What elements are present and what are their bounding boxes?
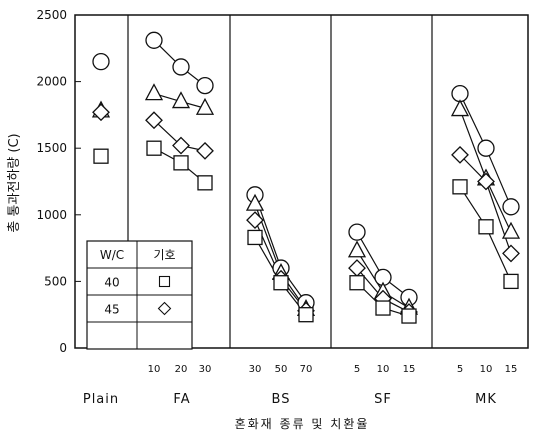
- data-point-triangle: [501, 221, 521, 239]
- y-tick-label: 500: [44, 274, 67, 288]
- x-tick-label: 30: [199, 364, 212, 375]
- data-point-circle: [92, 52, 110, 71]
- data-point-triangle: [450, 99, 470, 117]
- data-point-square: [247, 229, 263, 246]
- group-label-bs: BS: [272, 392, 291, 407]
- data-point-triangle: [245, 193, 265, 211]
- data-point-triangle: [144, 83, 164, 101]
- y-tick-label: 2000: [36, 75, 67, 89]
- data-point-circle: [502, 198, 520, 216]
- data-point-diamond: [145, 111, 163, 130]
- legend-header-wc: W/C: [100, 248, 124, 262]
- data-point-diamond: [451, 145, 469, 164]
- data-point-square: [93, 148, 109, 164]
- legend-table: W/C 기호 40 45: [86, 240, 193, 350]
- data-point-square: [173, 155, 189, 171]
- x-tick-label: 10: [480, 364, 493, 375]
- x-tick-label: 15: [403, 364, 416, 375]
- legend-header-symbol: 기호: [153, 248, 175, 262]
- data-point-circle: [477, 139, 495, 157]
- y-tick-label: 0: [59, 341, 67, 355]
- data-point-diamond: [348, 259, 366, 277]
- plot-frame: [74, 14, 529, 349]
- legend-row-label: 45: [104, 303, 119, 317]
- data-point-square: [401, 308, 417, 324]
- group-label-mk: MK: [475, 392, 497, 407]
- data-point-square: [273, 275, 289, 291]
- plot-border: [74, 14, 529, 349]
- data-point-square: [375, 300, 391, 316]
- data-point-diamond: [502, 244, 520, 263]
- data-point-square: [349, 275, 365, 291]
- data-point-triangle: [347, 240, 367, 258]
- data-point-circle: [172, 58, 190, 76]
- group-label-sf: SF: [374, 392, 392, 407]
- data-point-square: [298, 307, 314, 323]
- y-tick-label: 2500: [36, 8, 67, 22]
- legend-diamond-icon: [157, 301, 172, 316]
- legend-square-icon: [158, 275, 171, 288]
- x-tick-label: 5: [354, 364, 360, 375]
- y-tick-label: 1500: [36, 141, 67, 155]
- data-point-square: [478, 219, 494, 235]
- data-point-triangle: [171, 91, 191, 109]
- data-point-diamond: [196, 141, 214, 160]
- data-point-circle: [348, 223, 366, 241]
- x-axis: Plain 10 20 30 FA 30 50 70 BS 5 10 15 SF 5 10 15 MK: [83, 364, 518, 407]
- data-point-circle: [451, 84, 469, 103]
- data-point-diamond: [92, 103, 110, 122]
- data-point-square: [503, 273, 519, 290]
- x-tick-label: 20: [175, 364, 188, 375]
- legend-row-label: 40: [104, 276, 119, 290]
- data-point-triangle: [195, 97, 215, 115]
- x-tick-label: 10: [377, 364, 390, 375]
- group-label-plain: Plain: [83, 392, 119, 407]
- x-tick-label: 70: [300, 364, 313, 375]
- data-point-diamond: [172, 136, 190, 155]
- y-tick-label: 1000: [36, 208, 67, 222]
- x-tick-label: 15: [505, 364, 518, 375]
- y-axis: 0 500 1000 1500 2000 2500: [36, 8, 81, 355]
- data-point-diamond: [477, 172, 495, 191]
- data-point-square: [146, 140, 162, 156]
- data-point-square: [197, 175, 213, 191]
- y-axis-label: 총 통과전하량 (C): [7, 133, 22, 232]
- data-point-diamond: [246, 211, 264, 230]
- x-tick-label: 50: [275, 364, 288, 375]
- data-point-circle: [145, 31, 163, 49]
- x-tick-label: 30: [249, 364, 262, 375]
- data-point-circle: [196, 76, 214, 95]
- x-tick-label: 5: [457, 364, 463, 375]
- series-markers: [91, 31, 521, 324]
- group-label-fa: FA: [173, 392, 190, 407]
- x-tick-label: 10: [148, 364, 161, 375]
- x-axis-label: 혼화재 종류 및 치환율: [235, 417, 370, 431]
- data-point-square: [452, 179, 468, 195]
